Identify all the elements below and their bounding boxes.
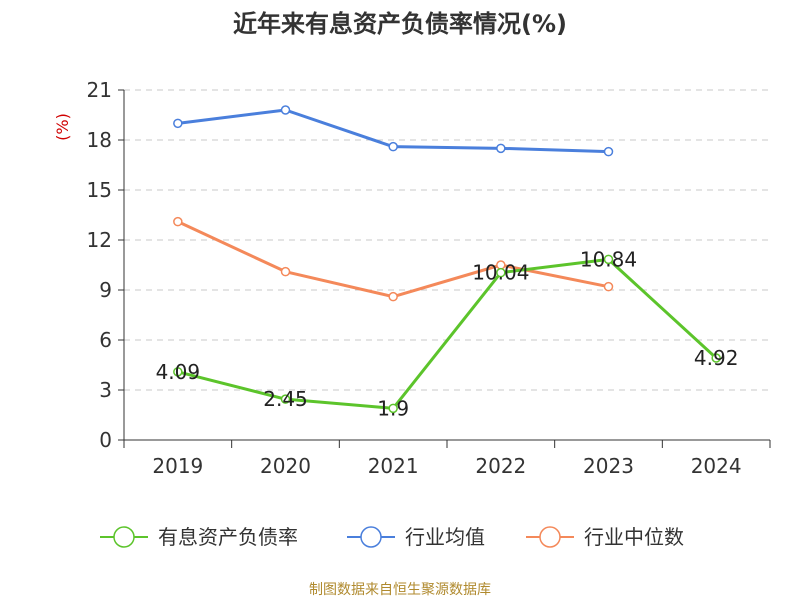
legend-item-3[interactable]: 行业中位数	[526, 525, 684, 549]
x-tick-label: 2022	[475, 454, 526, 478]
y-tick-label: 15	[87, 178, 112, 202]
data-label: 1.9	[377, 396, 409, 420]
x-tick-label: 2019	[152, 454, 203, 478]
data-point[interactable]	[496, 267, 506, 278]
data-label: 4.92	[694, 346, 739, 370]
grid-lines	[124, 89, 770, 391]
y-tick-label: 18	[87, 128, 112, 152]
data-point[interactable]	[603, 281, 614, 292]
data-point[interactable]	[173, 216, 183, 227]
data-label: 10.84	[580, 247, 637, 271]
legend-item-2[interactable]: 行业均值	[347, 525, 485, 549]
data-label: 2.45	[263, 387, 308, 411]
data-label: 10.04	[472, 261, 529, 285]
legend-label: 行业均值	[405, 525, 485, 549]
data-point[interactable]	[173, 367, 183, 377]
series-2	[173, 105, 614, 157]
series-1	[173, 254, 721, 414]
data-point[interactable]	[280, 266, 291, 277]
source-note: 制图数据来自恒生聚源数据库	[309, 582, 491, 598]
x-tick-label: 2023	[583, 454, 634, 478]
series-line	[177, 220, 609, 299]
y-tick-label: 3	[99, 378, 112, 402]
legend-item-1[interactable]: 有息资产负债率	[100, 525, 298, 549]
legend-label: 有息资产负债率	[158, 525, 298, 549]
data-point[interactable]	[388, 141, 398, 152]
x-tick-label: 2020	[260, 454, 311, 478]
y-tick-label: 6	[99, 328, 112, 352]
data-point[interactable]	[603, 254, 614, 265]
legend-label: 行业中位数	[584, 525, 684, 549]
x-tick-label: 2021	[368, 454, 419, 478]
y-axis-label: (%)	[53, 113, 72, 141]
chart-title: 近年来有息资产负债率情况(%)	[233, 10, 567, 38]
data-point[interactable]	[280, 394, 291, 404]
legend-marker	[360, 526, 382, 548]
series-line	[177, 257, 718, 410]
series-3	[173, 216, 614, 302]
series-group: 4.09 2.45 1.9 10.04 10.84 4.92	[156, 105, 739, 420]
data-point[interactable]	[388, 291, 398, 302]
legend-marker	[113, 526, 135, 548]
y-tick-label: 21	[87, 78, 112, 102]
x-tick-label: 2024	[691, 454, 742, 478]
data-point[interactable]	[603, 146, 614, 157]
y-tick-label: 0	[99, 428, 112, 452]
data-labels: 4.09 2.45 1.9 10.04 10.84 4.92	[156, 247, 739, 420]
data-point[interactable]	[496, 143, 506, 154]
data-label: 4.09	[156, 360, 201, 384]
data-point[interactable]	[388, 403, 398, 414]
y-tick-label: 9	[99, 278, 112, 302]
data-point[interactable]	[711, 353, 721, 363]
data-point[interactable]	[280, 105, 291, 115]
legend-marker	[539, 526, 561, 548]
legend[interactable]: 有息资产负债率 行业均值 行业中位数	[100, 525, 684, 549]
y-tick-label: 12	[87, 228, 112, 252]
data-point[interactable]	[173, 118, 183, 129]
axes: 0 3 6 9 12 15 18 21 2019 2020 2021 2022 2023 2024	[87, 78, 771, 478]
